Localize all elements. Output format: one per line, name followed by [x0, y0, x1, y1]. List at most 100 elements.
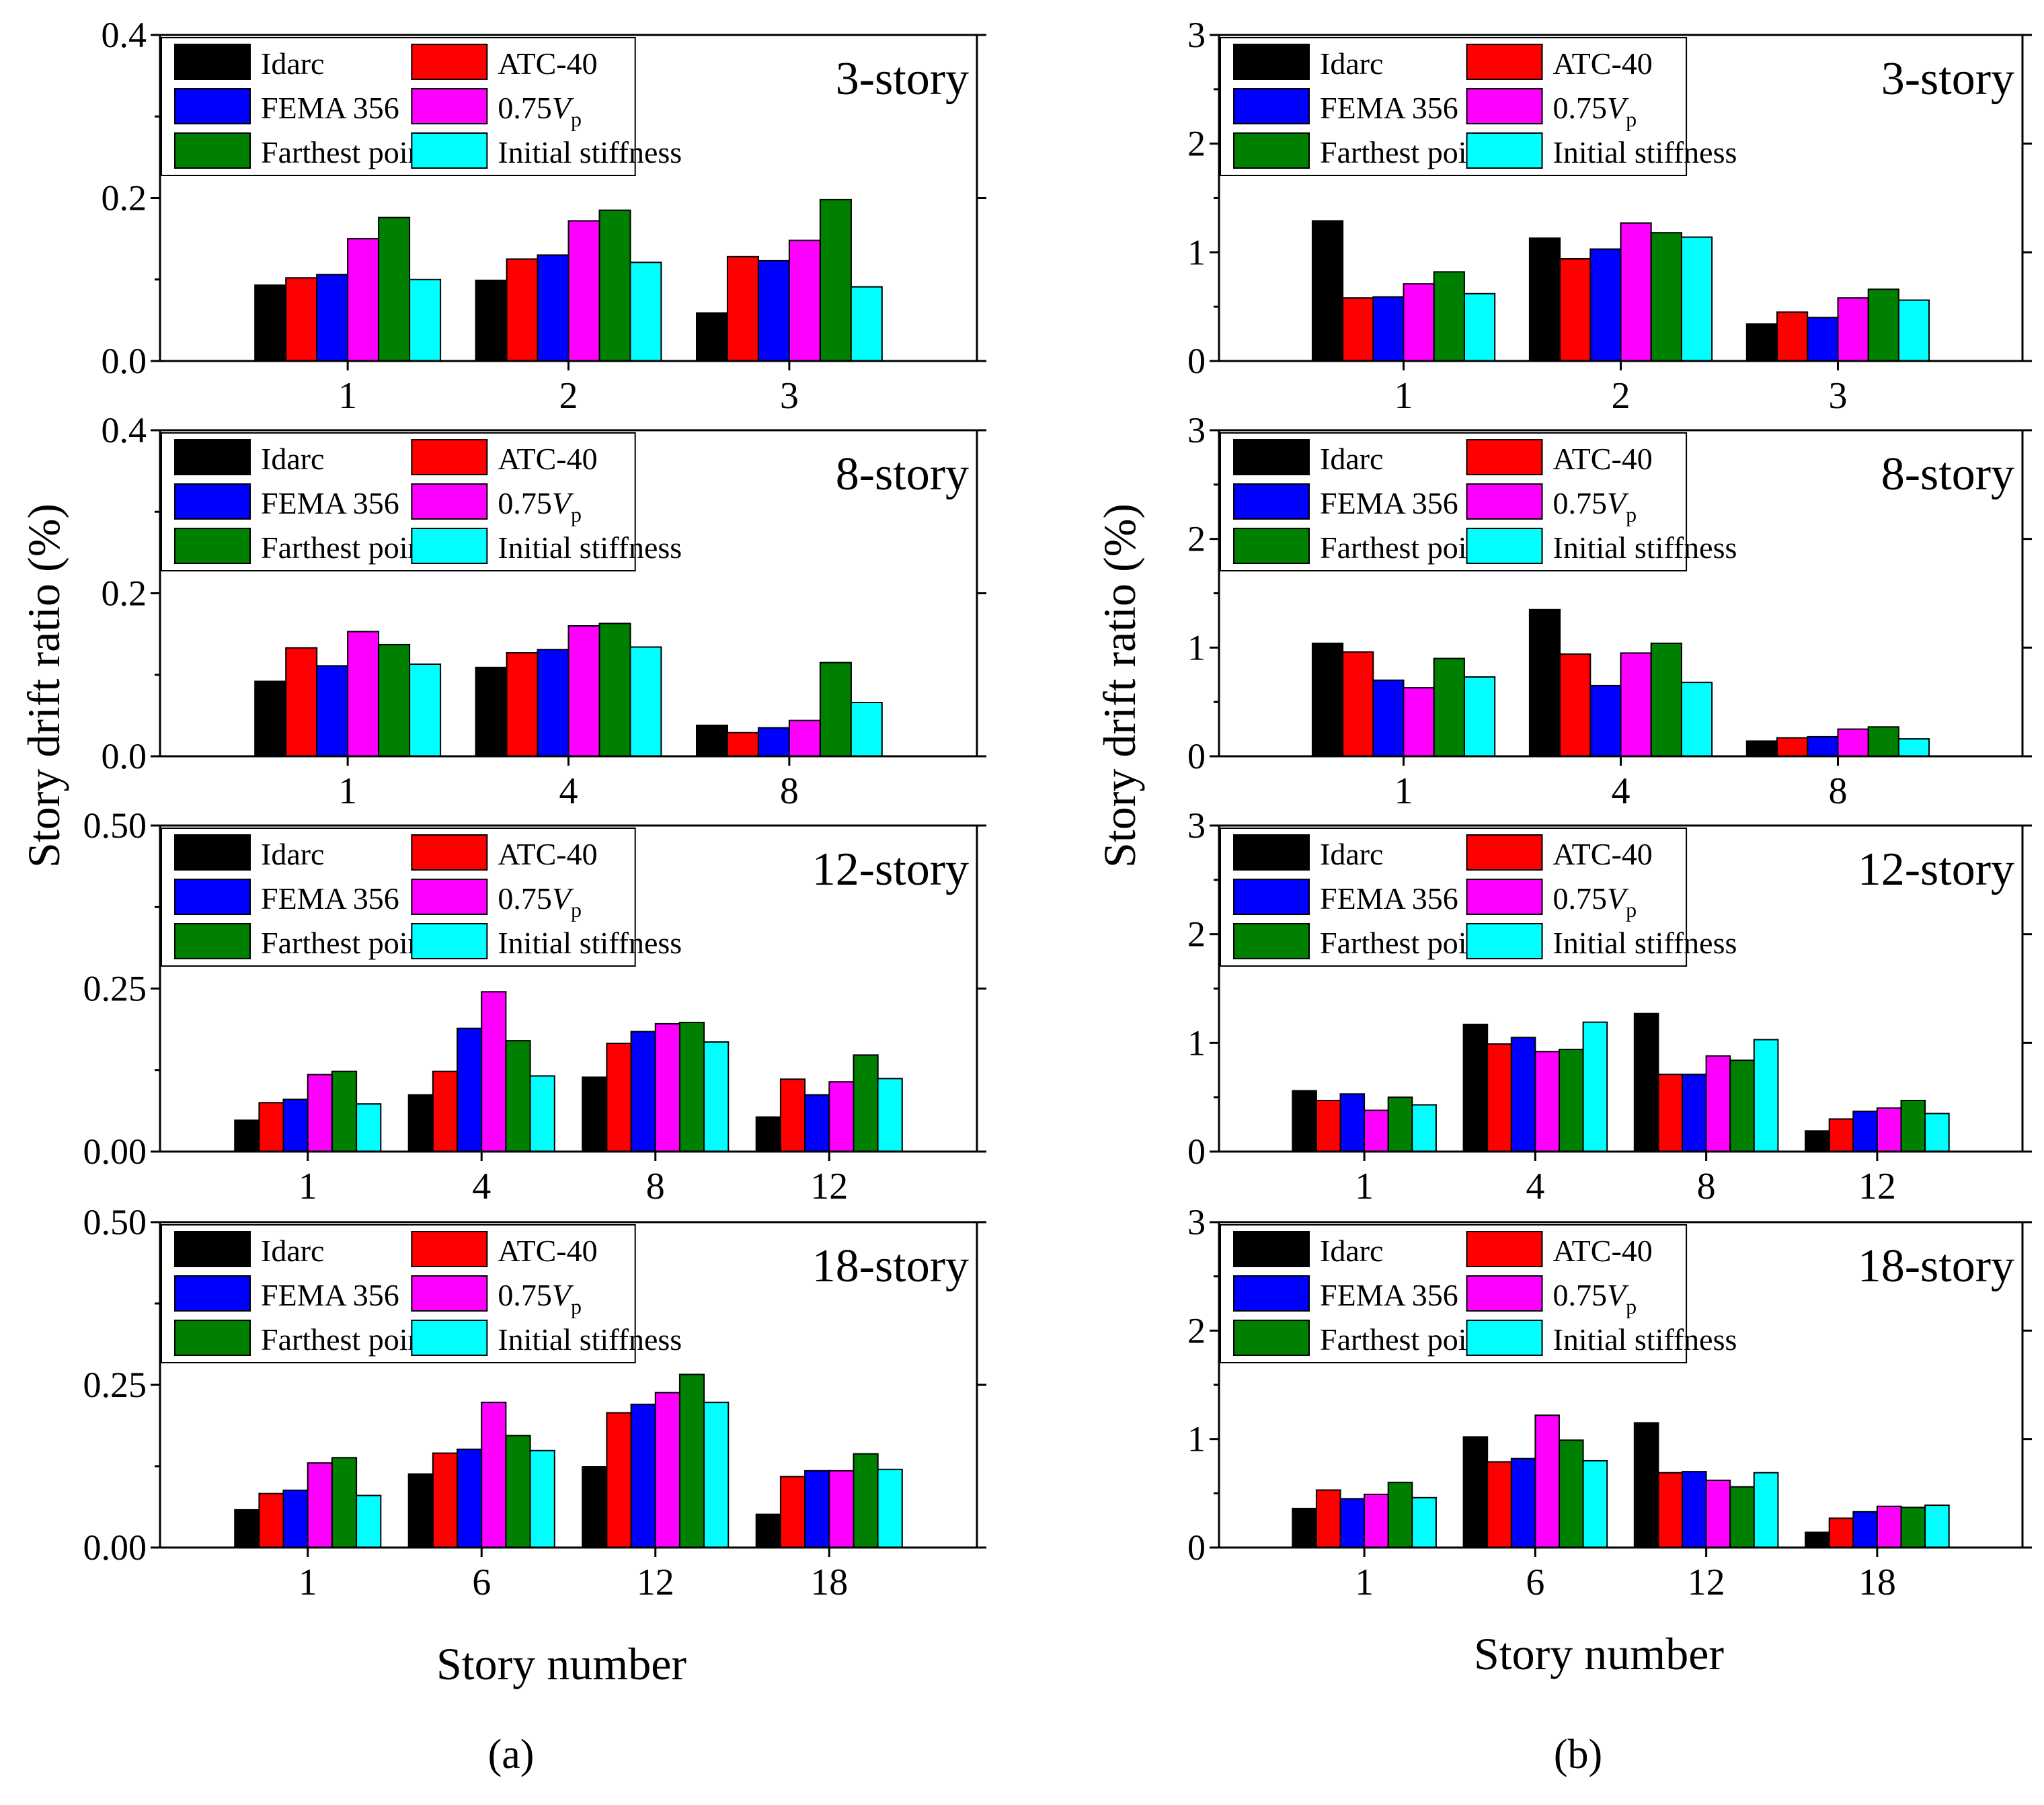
y-axis-label-b: Story drift ratio (%) — [1094, 504, 1145, 868]
bar-atc-40-8 — [1776, 737, 1809, 757]
bar-fema-356-1 — [1339, 1093, 1366, 1153]
legend-swatch-0-75v — [411, 483, 488, 520]
legend-label-fema-356: FEMA 356 — [261, 881, 399, 916]
bar-initial-stiffness-1 — [409, 278, 442, 362]
legend-swatch-atc-40 — [1466, 1231, 1543, 1267]
legend: Idarc ATC-40 FEMA 356 0.75Vp Farthest point I… — [1220, 828, 1737, 967]
bar-initial-stiffness-1 — [1411, 1104, 1437, 1152]
bar-idarc-3 — [696, 312, 728, 362]
bar-0-75vp-2 — [1620, 222, 1652, 362]
bar-farthest-point-8 — [819, 661, 852, 757]
bar-0-75vp-4 — [1534, 1051, 1560, 1153]
bar-0-75vp-3 — [788, 239, 821, 362]
panel-a-18-story: 1 6 12 18 0.00 0.25 0.50 Idarc ATC-40 FEMA 356 0.7… — [83, 1202, 986, 1603]
bar-atc-40-12 — [1657, 1472, 1683, 1548]
bar-idarc-1 — [254, 680, 287, 757]
bar-fema-356-18 — [1852, 1511, 1878, 1549]
bar-atc-40-6 — [1487, 1461, 1512, 1548]
x-tick-label-1: 1 — [299, 1562, 317, 1603]
legend-swatch-fema-356 — [1233, 1275, 1310, 1312]
bar-initial-stiffness-8 — [703, 1041, 730, 1152]
legend-label-farthest-point: Farthest point — [1320, 135, 1491, 169]
legend: Idarc ATC-40 FEMA 356 0.75Vp Farthest point I… — [1220, 37, 1737, 176]
bar-idarc-1 — [254, 284, 287, 362]
legend: Idarc ATC-40 FEMA 356 0.75Vp Farthest point I… — [161, 1224, 682, 1363]
bar-initial-stiffness-4 — [1680, 682, 1713, 757]
y-tick-label: 0.00 — [83, 1527, 147, 1568]
legend-label-atc-40: ATC-40 — [1553, 837, 1653, 871]
legend-swatch-farthest-point — [174, 923, 251, 959]
bar-initial-stiffness-8 — [850, 702, 883, 757]
bar-atc-40-4 — [432, 1070, 459, 1152]
legend-label-initial-stiffness: Initial stiffness — [498, 135, 682, 169]
bar-farthest-point-1 — [331, 1457, 358, 1548]
y-tick-label: 1 — [1187, 1022, 1206, 1063]
bar-farthest-point-8 — [678, 1021, 705, 1153]
bar-0-75vp-1 — [1364, 1109, 1389, 1152]
panel-a-12-story: 1 4 8 12 0.00 0.25 0.50 Idarc ATC-40 FEMA 356 0.75… — [83, 805, 986, 1207]
y-tick-label: 2 — [1187, 1310, 1206, 1351]
bar-initial-stiffness-12 — [703, 1402, 730, 1549]
bar-initial-stiffness-8 — [1897, 738, 1930, 757]
legend: Idarc ATC-40 FEMA 356 0.75Vp Farthest point I… — [1220, 1224, 1737, 1363]
y-axis-label: Story drift ratio (%) — [18, 504, 69, 868]
legend-label-idarc: Idarc — [1320, 1234, 1383, 1268]
bar-atc-40-4 — [506, 652, 539, 757]
legend-label-farthest-point: Farthest point — [261, 1322, 432, 1357]
bar-farthest-point-3 — [819, 198, 852, 362]
bar-atc-40-1 — [1315, 1489, 1341, 1548]
panel-title: 8-story — [1881, 448, 2014, 500]
bar-idarc-6 — [1462, 1436, 1489, 1548]
legend-swatch-initial-stiffness — [411, 528, 488, 564]
bar-initial-stiffness-12 — [1753, 1472, 1779, 1548]
bar-idarc-4 — [1462, 1023, 1489, 1153]
bar-atc-40-12 — [779, 1078, 806, 1153]
legend-swatch-initial-stiffness — [1466, 528, 1543, 564]
bar-fema-356-8 — [630, 1031, 656, 1152]
bar-0-75vp-1 — [1364, 1493, 1389, 1548]
bar-farthest-point-18 — [1900, 1507, 1926, 1549]
legend-swatch-atc-40 — [1466, 834, 1543, 871]
legend-swatch-0-75v — [1466, 483, 1543, 520]
legend: Idarc ATC-40 FEMA 356 0.75Vp Farthest point I… — [161, 432, 682, 571]
bar-atc-40-1 — [1342, 651, 1374, 757]
legend-label-farthest-point: Farthest point — [1320, 1322, 1491, 1357]
legend-swatch-farthest-point — [174, 1320, 251, 1356]
bar-initial-stiffness-12 — [1924, 1113, 1950, 1153]
x-tick-label-1: 1 — [1355, 1166, 1374, 1207]
legend-swatch-initial-stiffness — [411, 132, 488, 169]
legend-label-atc-40: ATC-40 — [1553, 442, 1653, 476]
bar-fema-356-3 — [1807, 317, 1839, 362]
legend-swatch-atc-40 — [411, 44, 488, 80]
x-axis-label-b: Story number — [1474, 1628, 1724, 1679]
bar-0-75vp-12 — [828, 1081, 855, 1152]
bar-initial-stiffness-18 — [1924, 1505, 1950, 1549]
bar-atc-40-1 — [258, 1492, 284, 1548]
bar-atc-40-12 — [1828, 1118, 1854, 1152]
x-tick-label-8: 8 — [780, 770, 799, 812]
legend-label-0-75v: 0.75Vp — [498, 486, 582, 526]
bar-initial-stiffness-12 — [877, 1078, 903, 1153]
bar-initial-stiffness-6 — [529, 1449, 555, 1549]
bar-0-75vp-1 — [347, 631, 380, 757]
legend-label-atc-40: ATC-40 — [498, 1234, 597, 1268]
bar-atc-40-1 — [285, 277, 318, 362]
bar-farthest-point-4 — [598, 623, 631, 758]
bar-idarc-8 — [1633, 1012, 1659, 1152]
legend-label-farthest-point: Farthest point — [261, 530, 432, 565]
y-tick-label: 3 — [1187, 1202, 1206, 1242]
bar-idarc-4 — [475, 666, 508, 757]
bar-idarc-12 — [582, 1466, 608, 1548]
bar-fema-356-1 — [282, 1098, 309, 1153]
bar-0-75vp-12 — [1705, 1480, 1731, 1548]
bar-atc-40-18 — [779, 1476, 806, 1548]
legend-label-idarc: Idarc — [261, 442, 324, 476]
y-tick-label: 0 — [1187, 736, 1206, 776]
legend-swatch-fema-356 — [174, 88, 251, 124]
legend-swatch-idarc — [1233, 1231, 1310, 1267]
y-tick-label: 0.4 — [102, 15, 147, 55]
bar-idarc-6 — [407, 1473, 434, 1549]
bar-initial-stiffness-1 — [1464, 292, 1496, 362]
